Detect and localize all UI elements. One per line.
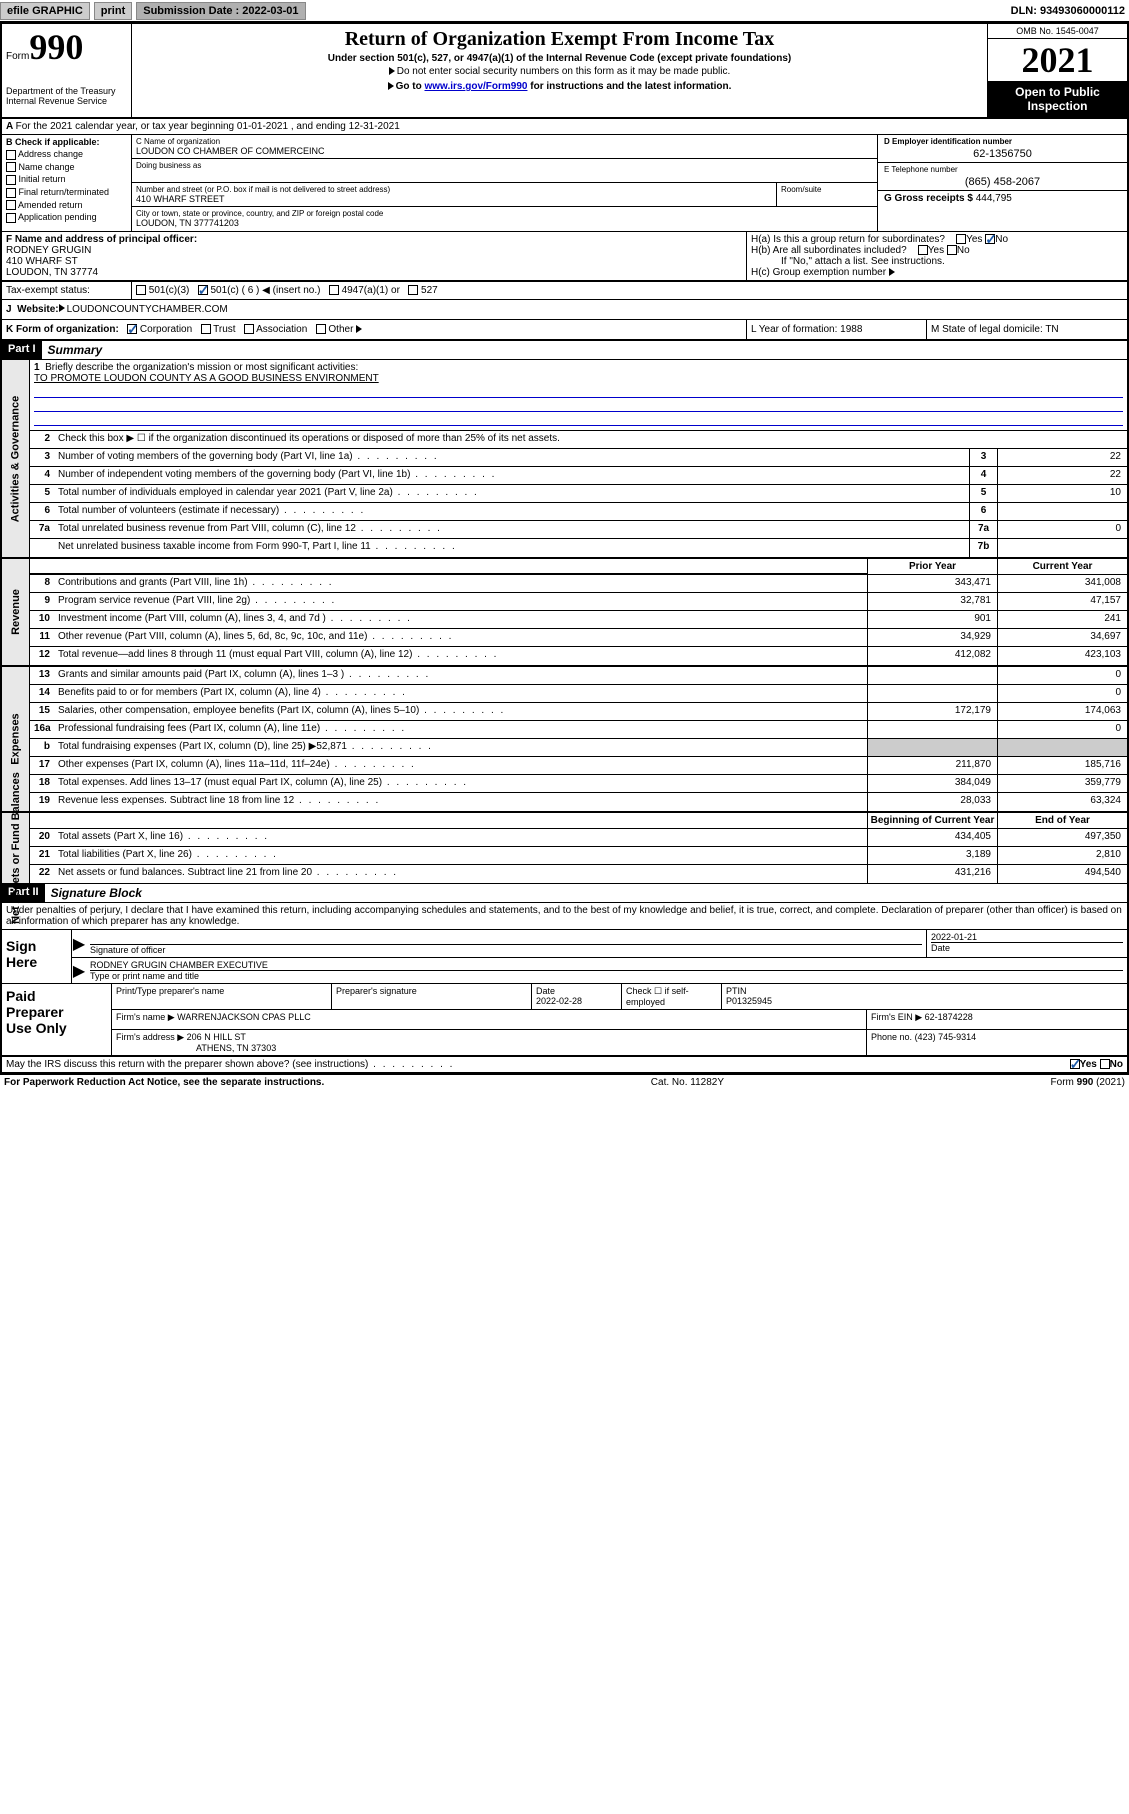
ptin: P01325945 bbox=[726, 996, 772, 1006]
prior-year-hdr: Prior Year bbox=[867, 559, 997, 574]
discuss-q: May the IRS discuss this return with the… bbox=[6, 1059, 454, 1070]
goto-post: for instructions and the latest informat… bbox=[527, 81, 731, 92]
year-formation: L Year of formation: 1988 bbox=[747, 320, 927, 339]
ha-no-check[interactable] bbox=[985, 234, 995, 244]
hc-label: H(c) Group exemption number bbox=[751, 267, 886, 278]
ha-label: H(a) Is this a group return for subordin… bbox=[751, 234, 945, 245]
hb-note: If "No," attach a list. See instructions… bbox=[751, 256, 1123, 267]
hb-yes-check[interactable] bbox=[918, 245, 928, 255]
q2-label: Check this box ▶ ☐ if the organization d… bbox=[54, 431, 1127, 448]
initial-return-check[interactable] bbox=[6, 175, 16, 185]
self-emp-check[interactable]: Check ☐ if self-employed bbox=[622, 984, 722, 1009]
inspect-1: Open to Public bbox=[1015, 85, 1100, 99]
firm-phone: (423) 745-9314 bbox=[915, 1032, 977, 1042]
part2-hdr: Part II bbox=[2, 884, 45, 902]
officer-addr: 410 WHARF ST bbox=[6, 256, 742, 267]
q1-label: Briefly describe the organization's miss… bbox=[45, 362, 358, 373]
501c-check[interactable] bbox=[198, 285, 208, 295]
officer-name: RODNEY GRUGIN bbox=[6, 245, 742, 256]
side-governance: Activities & Governance bbox=[10, 395, 22, 522]
omb-number: OMB No. 1545-0047 bbox=[988, 24, 1127, 39]
preparer-sig-hdr: Preparer's signature bbox=[332, 984, 532, 1009]
other-check[interactable] bbox=[316, 324, 326, 334]
527-check[interactable] bbox=[408, 285, 418, 295]
room-label: Room/suite bbox=[781, 185, 873, 194]
form-subtitle: Under section 501(c), 527, or 4947(a)(1)… bbox=[136, 53, 983, 64]
beg-year-hdr: Beginning of Current Year bbox=[867, 813, 997, 828]
form-title: Return of Organization Exempt From Incom… bbox=[136, 28, 983, 51]
pra-notice: For Paperwork Reduction Act Notice, see … bbox=[4, 1077, 324, 1088]
app-pending-check[interactable] bbox=[6, 213, 16, 223]
topbar: efile GRAPHIC print Submission Date : 20… bbox=[0, 0, 1129, 22]
final-return-check[interactable] bbox=[6, 188, 16, 198]
side-expenses: Expenses bbox=[10, 713, 22, 764]
gross-receipts: 444,795 bbox=[976, 193, 1012, 204]
side-revenue: Revenue bbox=[10, 589, 22, 635]
dln-label: DLN: 93493060000112 bbox=[1011, 5, 1125, 17]
hb-no-check[interactable] bbox=[947, 245, 957, 255]
part1-title: Summary bbox=[42, 341, 109, 359]
org-city: LOUDON, TN 377741203 bbox=[136, 218, 873, 228]
trust-check[interactable] bbox=[201, 324, 211, 334]
irs-link[interactable]: www.irs.gov/Form990 bbox=[424, 81, 527, 92]
arrow-icon: ▶ bbox=[72, 930, 86, 957]
firm-addr1: 206 N HILL ST bbox=[187, 1032, 246, 1042]
arrow-icon: ▶ bbox=[72, 958, 86, 983]
dept-treasury: Department of the Treasury bbox=[6, 86, 127, 96]
form-header: Form990 Department of the Treasury Inter… bbox=[2, 24, 1127, 119]
goto-pre: Go to bbox=[396, 81, 425, 92]
assoc-check[interactable] bbox=[244, 324, 254, 334]
discuss-no-check[interactable] bbox=[1100, 1059, 1110, 1069]
mission: TO PROMOTE LOUDON COUNTY AS A GOOD BUSIN… bbox=[34, 373, 1123, 384]
row-i-label: Tax-exempt status: bbox=[2, 282, 132, 299]
ssn-note: Do not enter social security numbers on … bbox=[397, 66, 730, 77]
ha-yes-check[interactable] bbox=[956, 234, 966, 244]
sig-officer-label: Signature of officer bbox=[90, 944, 922, 955]
hb-label: H(b) Are all subordinates included? bbox=[751, 245, 907, 256]
sig-name: RODNEY GRUGIN CHAMBER EXECUTIVE bbox=[90, 960, 1123, 970]
form-prefix: Form bbox=[6, 51, 29, 62]
print-button[interactable]: print bbox=[94, 2, 132, 20]
firm-ein: 62-1874228 bbox=[925, 1012, 973, 1022]
firm-name: WARRENJACKSON CPAS PLLC bbox=[177, 1012, 311, 1022]
inspect-2: Inspection bbox=[1027, 99, 1087, 113]
current-year-hdr: Current Year bbox=[997, 559, 1127, 574]
address-change-check[interactable] bbox=[6, 150, 16, 160]
4947-check[interactable] bbox=[329, 285, 339, 295]
name-change-check[interactable] bbox=[6, 162, 16, 172]
part2-title: Signature Block bbox=[45, 884, 148, 902]
state-domicile: M State of legal domicile: TN bbox=[927, 320, 1127, 339]
preparer-name-hdr: Print/Type preparer's name bbox=[112, 984, 332, 1009]
discuss-yes-check[interactable] bbox=[1070, 1059, 1080, 1069]
501c3-check[interactable] bbox=[136, 285, 146, 295]
tax-year: 2021 bbox=[988, 39, 1127, 81]
corp-check[interactable] bbox=[127, 324, 137, 334]
col-b-checks: B Check if applicable: Address change Na… bbox=[2, 135, 132, 231]
part1-hdr: Part I bbox=[2, 341, 42, 359]
submission-date: Submission Date : 2022-03-01 bbox=[136, 2, 305, 20]
irs-label: Internal Revenue Service bbox=[6, 96, 127, 106]
efile-label: efile GRAPHIC bbox=[0, 2, 90, 20]
telephone: (865) 458-2067 bbox=[884, 176, 1121, 188]
cat-no: Cat. No. 11282Y bbox=[651, 1077, 724, 1088]
amended-return-check[interactable] bbox=[6, 200, 16, 210]
sig-intro: Under penalties of perjury, I declare th… bbox=[2, 903, 1127, 930]
line-a: A For the 2021 calendar year, or tax yea… bbox=[2, 119, 1127, 135]
form-number: 990 bbox=[29, 27, 83, 67]
triangle-icon bbox=[388, 82, 394, 90]
website: LOUDONCOUNTYCHAMBER.COM bbox=[67, 304, 228, 315]
dba-label: Doing business as bbox=[136, 161, 873, 170]
side-netassets: Net Assets or Fund Balances bbox=[10, 772, 22, 924]
end-year-hdr: End of Year bbox=[997, 813, 1127, 828]
triangle-icon bbox=[389, 67, 395, 75]
sig-date: 2022-01-21 bbox=[931, 932, 1123, 942]
ein: 62-1356750 bbox=[884, 148, 1121, 160]
org-address: 410 WHARF STREET bbox=[136, 194, 772, 204]
firm-addr2: ATHENS, TN 37303 bbox=[196, 1043, 276, 1053]
officer-city: LOUDON, TN 37774 bbox=[6, 267, 742, 278]
form-ref: Form 990 (2021) bbox=[1051, 1077, 1125, 1088]
prep-date: 2022-02-28 bbox=[536, 996, 582, 1006]
org-name: LOUDON CO CHAMBER OF COMMERCEINC bbox=[136, 146, 873, 156]
